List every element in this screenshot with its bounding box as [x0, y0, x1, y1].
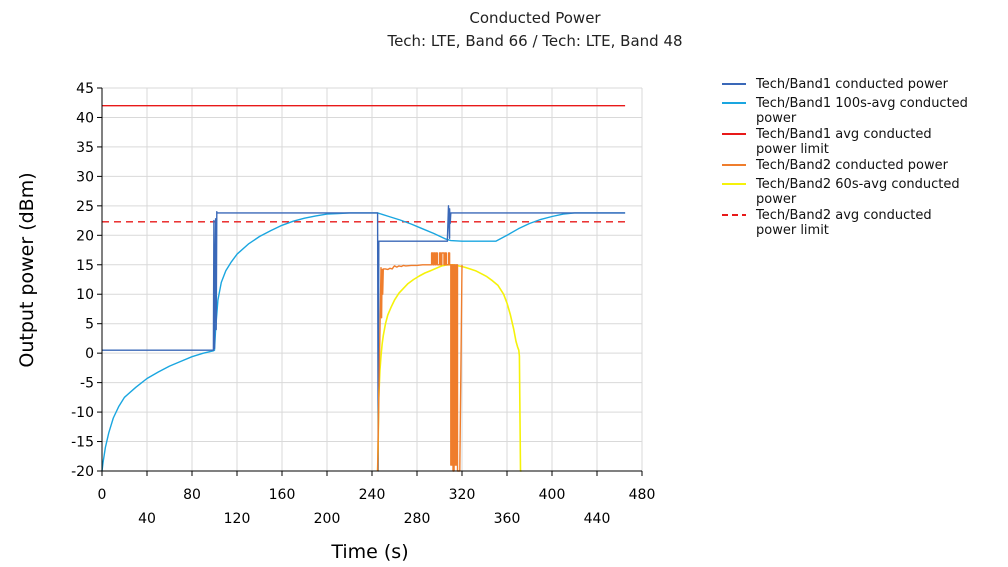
x-tick-label: 480	[629, 487, 656, 503]
x-tick-label: 0	[98, 487, 107, 503]
x-tick-label: 360	[494, 511, 521, 527]
y-tick-label: 20	[76, 228, 94, 244]
plot-series	[101, 104, 626, 472]
y-tick-label: 25	[76, 199, 94, 215]
x-tick-label: 160	[269, 487, 296, 503]
y-tick-label: 0	[85, 346, 94, 362]
y-tick-label: -15	[71, 435, 94, 451]
y-tick-label: 40	[76, 110, 94, 126]
series-line-tech-band1-conducted-power	[102, 205, 626, 472]
chart-subtitle: Tech: LTE, Band 66 / Tech: LTE, Band 48	[386, 32, 682, 50]
x-axis-label: Time (s)	[330, 541, 408, 563]
x-tick-label: 320	[449, 487, 476, 503]
legend-label: Tech/Band2 avg conducted	[755, 208, 932, 223]
y-tick-label: 5	[85, 317, 94, 333]
x-axis-ticks: 0 80 160 240 320 400 480 40 120 200 280 360 440	[98, 487, 656, 527]
legend-label: Tech/Band1 avg conducted	[755, 127, 932, 142]
x-tick-label: 40	[138, 511, 156, 527]
legend-label: power	[756, 111, 797, 126]
legend-label: power	[756, 192, 797, 207]
y-tick-label: -20	[71, 464, 94, 480]
x-tick-label: 280	[404, 511, 431, 527]
legend-item: Tech/Band1 conducted power	[722, 77, 949, 92]
y-tick-label: 35	[76, 140, 94, 156]
y-tick-label: -10	[71, 405, 94, 421]
y-axis-label: Output power (dBm)	[16, 172, 38, 367]
series-line-tech-band1-100s-avg-conducted-power	[101, 212, 626, 472]
y-tick-label: 10	[76, 287, 94, 303]
series-line-tech-band2-60s-avg-conducted-power	[376, 263, 522, 472]
axes	[97, 87, 643, 476]
grid-lines	[102, 87, 643, 471]
x-tick-label: 240	[359, 487, 386, 503]
y-tick-label: 30	[76, 169, 94, 185]
y-tick-label: -5	[80, 376, 94, 392]
series-line-tech-band2-conducted-power	[376, 252, 463, 472]
x-tick-label: 80	[183, 487, 201, 503]
legend-label: power limit	[756, 142, 829, 157]
legend: Tech/Band1 conducted power Tech/Band1 100…	[722, 77, 968, 238]
legend-label: Tech/Band1 conducted power	[755, 77, 949, 92]
legend-label: Tech/Band2 60s-avg conducted	[755, 177, 960, 192]
y-tick-label: 45	[76, 81, 94, 97]
x-tick-label: 200	[314, 511, 341, 527]
x-tick-label: 120	[224, 511, 251, 527]
x-tick-label: 440	[584, 511, 611, 527]
y-axis-ticks: 45 40 35 30 25 20 15 10 5 0 -5 -10 -15 -20	[71, 81, 94, 480]
legend-label: Tech/Band1 100s-avg conducted	[755, 96, 968, 111]
chart-title: Conducted Power	[469, 9, 601, 27]
legend-label: power limit	[756, 223, 829, 238]
legend-label: Tech/Band2 conducted power	[755, 158, 949, 173]
legend-item: Tech/Band2 conducted power	[722, 158, 949, 173]
x-tick-label: 400	[539, 487, 566, 503]
y-tick-label: 15	[76, 258, 94, 274]
